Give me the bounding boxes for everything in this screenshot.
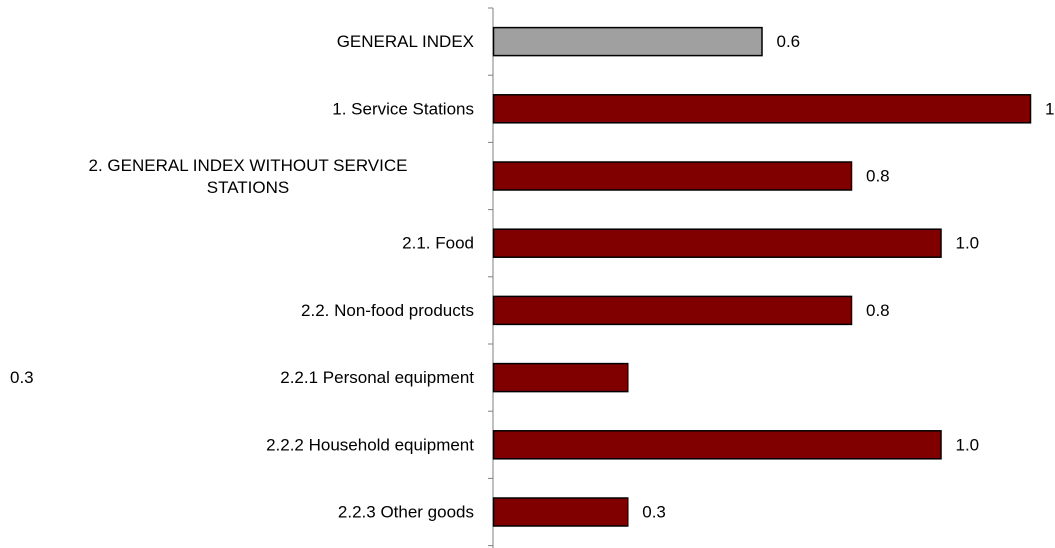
category-axis (488, 7, 494, 548)
data-label: 1.0 (956, 234, 980, 253)
data-label: 0.8 (866, 301, 890, 320)
category-label: 2. GENERAL INDEX WITHOUT SERVICE STATIONS (89, 156, 408, 197)
bar (492, 295, 853, 326)
bar (492, 26, 763, 57)
data-label: 1.2 (1045, 99, 1055, 118)
data-label: 0.3 (642, 503, 666, 522)
bar (492, 362, 629, 393)
category-label: 2.2.2 Household equipment (266, 435, 474, 454)
category-label: 1. Service Stations (332, 99, 474, 118)
category-label: 2.1. Food (402, 234, 474, 253)
category-label: 2.2.3 Other goods (338, 503, 474, 522)
category-label: 2.2. Non-food products (301, 301, 474, 320)
bar (492, 228, 942, 258)
category-labels: GENERAL INDEX 1. Service Stations 2. GENER… (89, 32, 475, 521)
category-label: GENERAL INDEX (337, 32, 474, 51)
bar (492, 430, 942, 460)
bars (492, 26, 1032, 527)
data-label: 1.0 (956, 435, 980, 454)
data-label: 0.8 (866, 167, 890, 186)
bar (492, 497, 629, 527)
category-label: 2.2.1 Personal equipment (280, 368, 474, 387)
data-labels: 0.6 1.2 0.8 1.0 0.8 0.3 1.0 0.3 (10, 32, 1055, 521)
data-label: 0.3 (10, 368, 34, 387)
bar (492, 94, 1032, 124)
bar (492, 161, 853, 191)
data-label: 0.6 (777, 32, 801, 51)
